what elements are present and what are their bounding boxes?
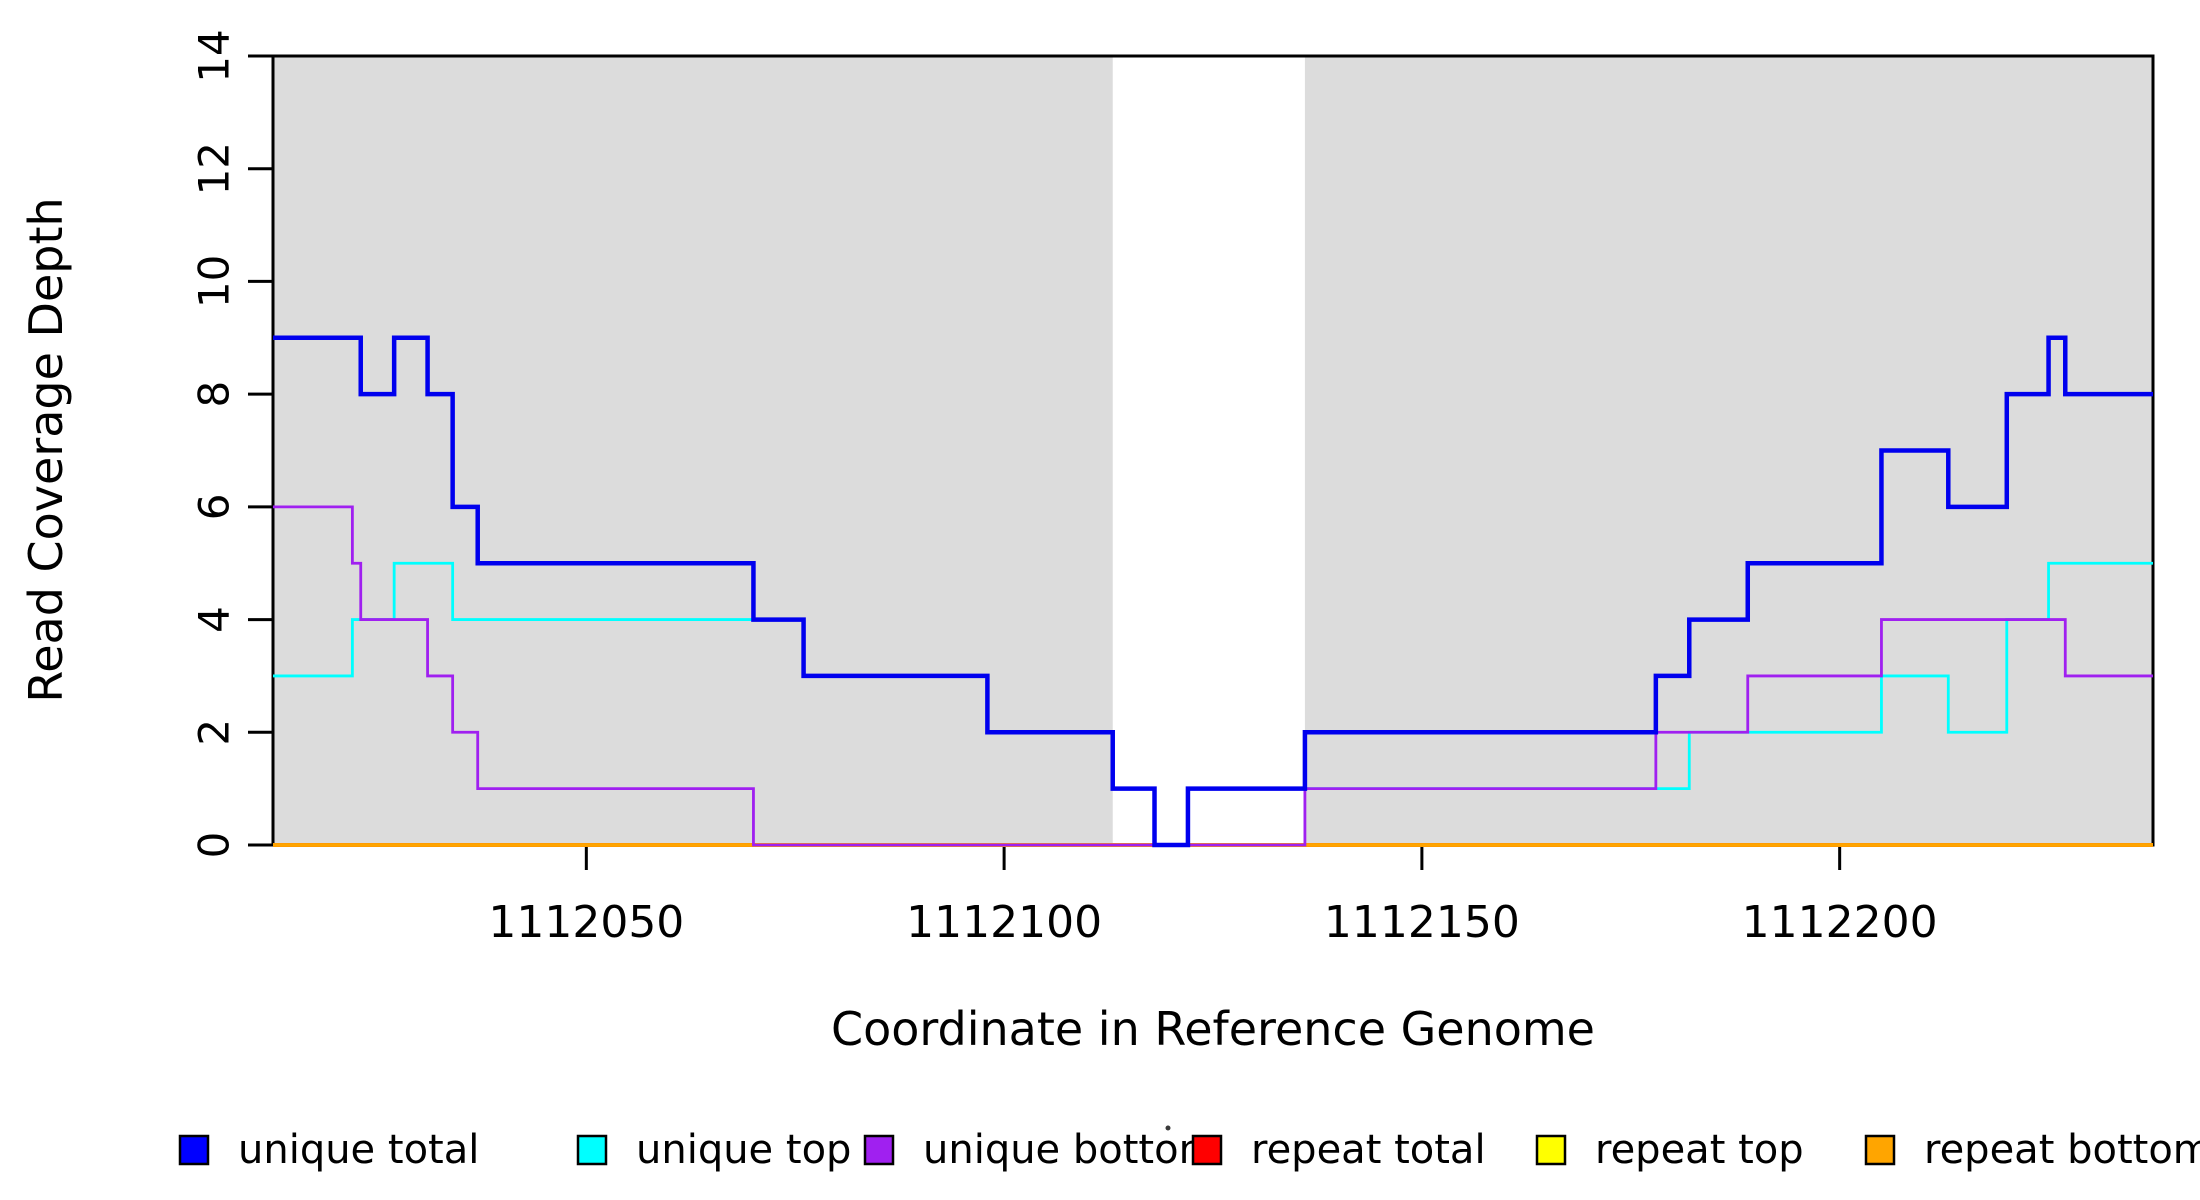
legend-label: unique top [636,1127,851,1173]
axis-titles: Read Coverage Depth Coordinate in Refere… [19,197,1595,1056]
y-tick-label: 8 [190,381,239,408]
legend-label: repeat top [1595,1127,1804,1173]
y-axis-title: Read Coverage Depth [19,197,73,702]
y-tick-label: 0 [190,832,239,859]
y-tick-label: 4 [190,606,239,633]
x-tick-label: 1112200 [1742,897,1938,948]
legend-swatch-unique-top [576,1134,608,1166]
legend-swatch-repeat-total [1191,1134,1223,1166]
y-tick-label: 2 [190,719,239,746]
legend-label: repeat bottom [1924,1127,2200,1173]
legend-swatch-repeat-top [1535,1134,1567,1166]
legend-label: unique total [238,1127,479,1173]
x-tick-label: 1112050 [488,897,684,948]
y-tick-label: 6 [190,493,239,520]
legend-label: repeat total [1251,1127,1486,1173]
shaded-region [273,56,1113,845]
shaded-regions [273,56,2153,845]
series-lines [273,335,2153,848]
y-tick-label: 12 [190,142,239,195]
legend: unique total unique top unique bottom repea… [178,1125,2200,1173]
legend-swatch-unique-total [178,1134,210,1166]
legend-label: unique bottom [923,1127,1218,1173]
x-tick-label: 1112100 [906,897,1102,948]
y-tick-label: 14 [190,29,239,82]
series-line-unique-bottom [273,505,2153,847]
x-axis-title: Coordinate in Reference Genome [831,1002,1595,1056]
legend-swatch-unique-bottom [863,1134,895,1166]
y-tick-label: 10 [190,255,239,308]
stray-dot [1165,1125,1171,1131]
legend-swatch-repeat-bottom [1864,1134,1896,1166]
axis-ticks: 0 2 4 6 8 10 12 14 1112050 1112100 1112150 1112200 [190,29,1938,948]
series-line-unique-total [273,335,2153,848]
shaded-region [1304,56,2153,845]
x-tick-label: 1112150 [1324,897,1520,948]
